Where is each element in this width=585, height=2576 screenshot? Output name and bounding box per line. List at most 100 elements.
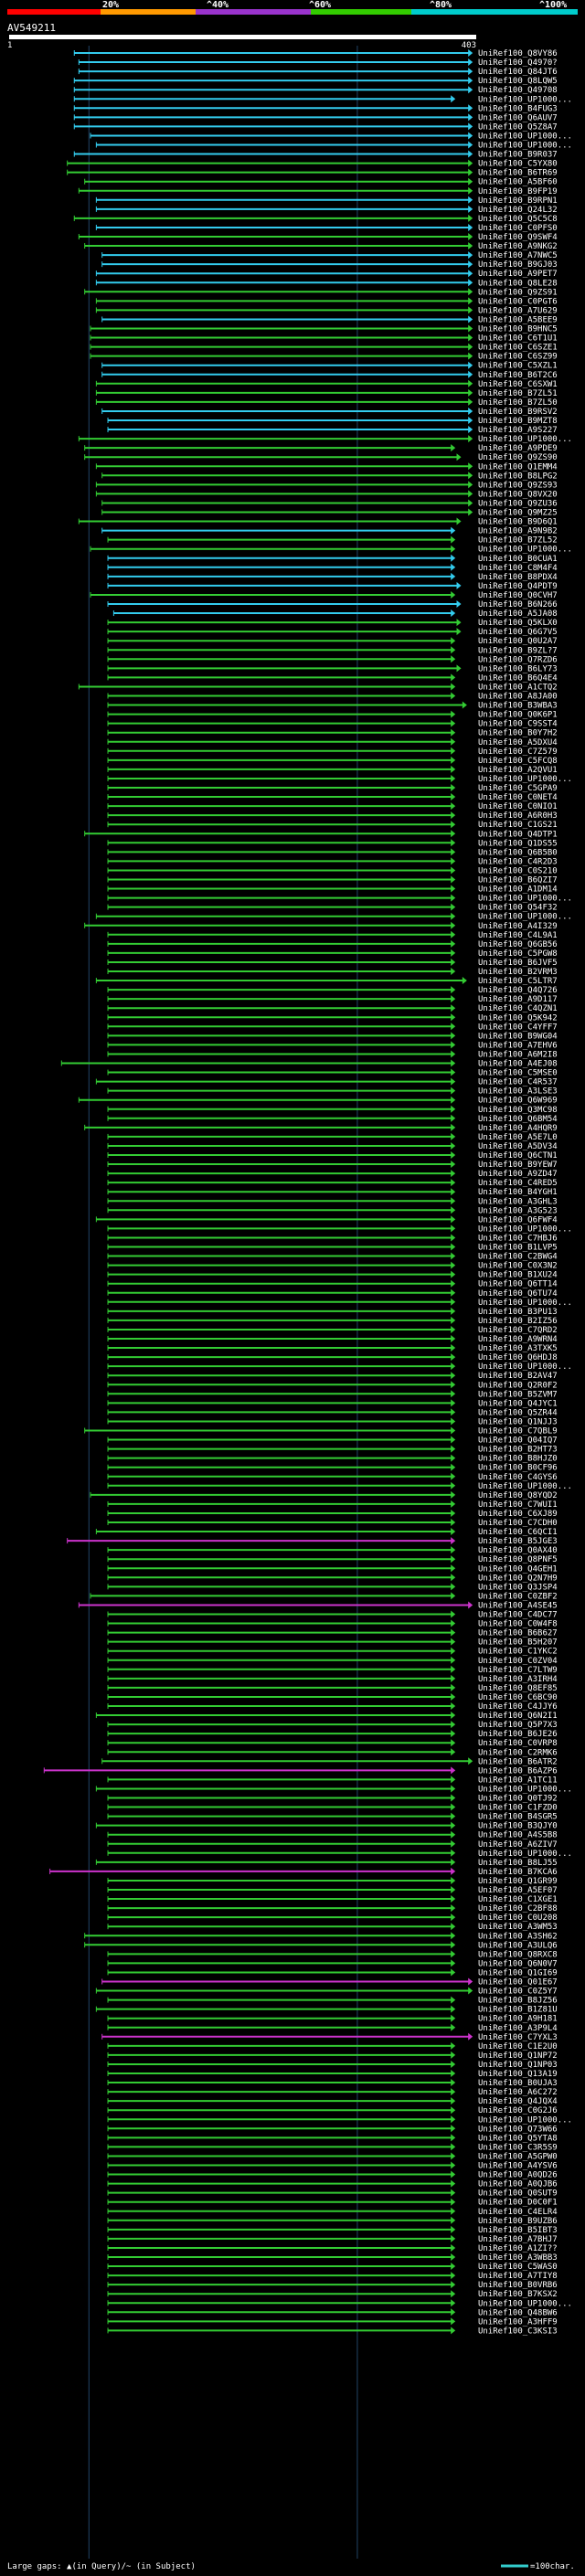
- hit-row[interactable]: UniRef100_A5EF07: [107, 1886, 558, 1895]
- hit-label[interactable]: UniRef100_UP1000...: [478, 2115, 572, 2125]
- hit-label[interactable]: UniRef100_B9WG04: [478, 1032, 558, 1041]
- hit-label[interactable]: UniRef100_C7LTW9: [478, 1666, 558, 1675]
- hit-row[interactable]: UniRef100_C6BC90: [107, 1692, 558, 1702]
- hit-row[interactable]: UniRef100_C5YX80: [67, 159, 558, 169]
- hit-row[interactable]: UniRef100_B6TR69: [67, 168, 558, 178]
- hit-row[interactable]: UniRef100_B6QZI7: [107, 875, 558, 885]
- hit-label[interactable]: UniRef100_B6T2C6: [478, 371, 558, 380]
- hit-label[interactable]: UniRef100_B6TR69: [478, 169, 558, 178]
- hit-row[interactable]: UniRef100_Q04IQ7: [107, 1436, 558, 1446]
- hit-label[interactable]: UniRef100_C7CDH0: [478, 1519, 558, 1528]
- hit-row[interactable]: UniRef100_B2IZ56: [107, 1316, 558, 1326]
- hit-row[interactable]: UniRef100_UP1000...: [107, 1362, 572, 1372]
- hit-label[interactable]: UniRef100_B8LJ55: [478, 1859, 558, 1868]
- hit-row[interactable]: UniRef100_Q9MZ25: [101, 508, 558, 518]
- hit-label[interactable]: UniRef100_A5EF07: [478, 1886, 558, 1895]
- hit-row[interactable]: UniRef100_Q8LE28: [95, 279, 558, 288]
- hit-row[interactable]: UniRef100_UP1000...: [95, 912, 572, 922]
- hit-row[interactable]: UniRef100_C3R5S9: [107, 2143, 558, 2152]
- hit-row[interactable]: UniRef100_A3P9L4: [107, 2023, 558, 2033]
- hit-label[interactable]: UniRef100_A3IRH4: [478, 1675, 558, 1684]
- hit-label[interactable]: UniRef100_A4S5B8: [478, 1831, 558, 1840]
- hit-label[interactable]: UniRef100_A3WM53: [478, 1923, 558, 1932]
- hit-row[interactable]: UniRef100_B6Q4E4: [107, 673, 558, 683]
- hit-label[interactable]: UniRef100_A1DM14: [478, 885, 558, 895]
- hit-label[interactable]: UniRef100_Q13A19: [478, 2070, 558, 2079]
- hit-row[interactable]: UniRef100_C4YFF7: [107, 1023, 558, 1032]
- hit-label[interactable]: UniRef100_A9S227: [478, 426, 558, 435]
- hit-label[interactable]: UniRef100_C1GS21: [478, 821, 558, 830]
- hit-label[interactable]: UniRef100_B6AZP6: [478, 1766, 558, 1776]
- hit-row[interactable]: UniRef100_A4SE45: [78, 1601, 558, 1610]
- hit-label[interactable]: UniRef100_Q1DS55: [478, 839, 558, 848]
- hit-row[interactable]: UniRef100_A3SH62: [84, 1932, 558, 1941]
- hit-label[interactable]: UniRef100_A0QD26: [478, 2171, 558, 2180]
- hit-row[interactable]: UniRef100_A9WRN4: [107, 1335, 558, 1344]
- hit-row[interactable]: UniRef100_B0CF96: [107, 1463, 558, 1473]
- hit-row[interactable]: UniRef100_B9RPN1: [95, 196, 558, 206]
- hit-row[interactable]: UniRef100_A4I329: [84, 921, 558, 931]
- hit-label[interactable]: UniRef100_Q7RZD6: [478, 655, 558, 664]
- hit-row[interactable]: UniRef100_Q13A19: [107, 2070, 558, 2079]
- hit-label[interactable]: UniRef100_B9R037: [478, 151, 558, 160]
- hit-row[interactable]: UniRef100_UP1000...: [78, 435, 572, 444]
- hit-row[interactable]: UniRef100_Q4GEH1: [107, 1564, 558, 1574]
- hit-row[interactable]: UniRef100_Q1NP03: [107, 2060, 558, 2070]
- hit-row[interactable]: UniRef100_A9H181: [107, 2014, 558, 2024]
- hit-label[interactable]: UniRef100_Q3MC98: [478, 1106, 558, 1115]
- hit-label[interactable]: UniRef100_B6Q4E4: [478, 673, 558, 683]
- hit-label[interactable]: UniRef100_UP1000...: [478, 895, 572, 904]
- hit-label[interactable]: UniRef100_Q8YQD2: [478, 1491, 558, 1500]
- hit-row[interactable]: UniRef100_Q5K942: [107, 1013, 558, 1023]
- hit-label[interactable]: UniRef100_C2BF88: [478, 1904, 558, 1913]
- hit-label[interactable]: UniRef100_C2BWG4: [478, 1253, 558, 1262]
- hit-label[interactable]: UniRef100_Q6TT14: [478, 1280, 558, 1289]
- hit-label[interactable]: UniRef100_B9ZL?7: [478, 646, 558, 655]
- hit-label[interactable]: UniRef100_C0ZV04: [478, 1657, 558, 1666]
- hit-row[interactable]: UniRef100_D0C0F1: [107, 2198, 558, 2208]
- hit-row[interactable]: UniRef100_A3HFF9: [107, 2317, 558, 2327]
- hit-row[interactable]: UniRef100_Q8EF85: [107, 1683, 558, 1693]
- hit-label[interactable]: UniRef100_Q1GR99: [478, 1877, 558, 1886]
- hit-label[interactable]: UniRef100_A9D117: [478, 995, 558, 1004]
- hit-label[interactable]: UniRef100_C5XZL1: [478, 362, 558, 371]
- hit-label[interactable]: UniRef100_Q73W66: [478, 2125, 558, 2134]
- hit-row[interactable]: UniRef100_A9N9B2: [101, 526, 558, 536]
- hit-label[interactable]: UniRef100_C5YX80: [478, 160, 558, 169]
- hit-row[interactable]: UniRef100_C7Z579: [107, 747, 558, 757]
- hit-row[interactable]: UniRef100_Q8VX20: [95, 490, 558, 499]
- hit-row[interactable]: UniRef100_Q9ZS90: [84, 453, 558, 462]
- hit-label[interactable]: UniRef100_B8HJZ0: [478, 1455, 558, 1464]
- hit-label[interactable]: UniRef100_B7KSX2: [478, 2290, 558, 2299]
- hit-row[interactable]: UniRef100_Q3JSP4: [107, 1583, 558, 1592]
- hit-row[interactable]: UniRef100_C0PFS0: [95, 223, 558, 233]
- hit-label[interactable]: UniRef100_A0QJB6: [478, 2180, 558, 2189]
- hit-row[interactable]: UniRef100_B1LVP5: [107, 1243, 558, 1253]
- hit-label[interactable]: UniRef100_UP1000...: [478, 95, 572, 104]
- hit-row[interactable]: UniRef100_Q4970?: [78, 58, 558, 68]
- hit-label[interactable]: UniRef100_C4JJY6: [478, 1702, 558, 1712]
- hit-label[interactable]: UniRef100_C0G2J6: [478, 2106, 558, 2115]
- hit-row[interactable]: UniRef100_A6M2I8: [107, 1050, 558, 1059]
- hit-label[interactable]: UniRef100_C5MSE0: [478, 1069, 558, 1078]
- hit-label[interactable]: UniRef100_C0VRP8: [478, 1739, 558, 1748]
- hit-row[interactable]: UniRef100_Q4PDT9: [107, 581, 558, 591]
- hit-row[interactable]: UniRef100_UP1000...: [107, 894, 572, 904]
- hit-label[interactable]: UniRef100_A1ZI??: [478, 2244, 558, 2253]
- hit-label[interactable]: UniRef100_A4EJ08: [478, 1060, 558, 1069]
- hit-row[interactable]: UniRef100_A8JA00: [107, 692, 558, 702]
- hit-label[interactable]: UniRef100_B7ZL50: [478, 398, 558, 408]
- hit-label[interactable]: UniRef100_Q4970?: [478, 58, 558, 68]
- hit-row[interactable]: UniRef100_A3GHL3: [107, 1197, 558, 1206]
- hit-row[interactable]: UniRef100_Q4JQX4: [107, 2097, 558, 2106]
- hit-label[interactable]: UniRef100_B6B627: [478, 1629, 558, 1638]
- hit-row[interactable]: UniRef100_A7BHJ7: [107, 2234, 558, 2244]
- hit-label[interactable]: UniRef100_A3GHL3: [478, 1197, 558, 1206]
- hit-label[interactable]: UniRef100_B0CUA1: [478, 555, 558, 564]
- hit-row[interactable]: UniRef100_B4SGR5: [107, 1812, 558, 1822]
- hit-label[interactable]: UniRef100_C4YFF7: [478, 1023, 558, 1032]
- hit-label[interactable]: UniRef100_B5IBT3: [478, 2226, 558, 2235]
- hit-row[interactable]: UniRef100_B9WG04: [107, 1032, 558, 1041]
- hit-label[interactable]: UniRef100_C6SXW1: [478, 380, 558, 389]
- hit-row[interactable]: UniRef100_C7HBJ6: [107, 1234, 558, 1243]
